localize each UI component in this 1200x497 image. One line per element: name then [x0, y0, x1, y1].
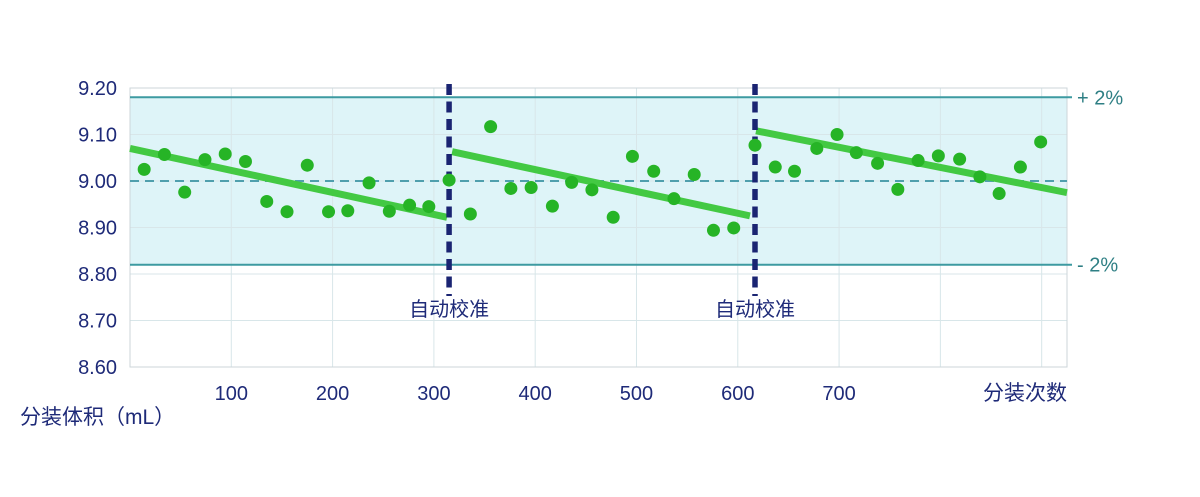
data-point [300, 158, 314, 172]
x-tick-label: 100 [215, 383, 248, 405]
data-point [788, 164, 802, 178]
data-point [849, 146, 863, 160]
data-point [341, 204, 355, 218]
data-point [1034, 135, 1048, 149]
data-point [727, 221, 741, 235]
data-point [830, 128, 844, 141]
data-point [871, 156, 885, 170]
data-point [238, 154, 252, 168]
y-tick-label: 9.20 [78, 78, 117, 100]
trend-line [755, 127, 1068, 197]
data-point [137, 162, 151, 176]
lower-limit-label: - 2% [1077, 255, 1118, 277]
y-tick-label: 8.70 [78, 311, 117, 333]
data-point [422, 200, 436, 214]
data-point [992, 187, 1006, 201]
calibration-label: 自动校准 [409, 298, 489, 321]
data-point [157, 147, 171, 161]
data-point [911, 154, 925, 168]
x-tick-label: 500 [620, 383, 653, 405]
data-point [260, 194, 274, 208]
upper-limit-label: + 2% [1077, 87, 1123, 109]
data-point [218, 147, 232, 161]
data-point [973, 170, 987, 184]
data-point [322, 205, 336, 219]
calibration-label: 自动校准 [715, 298, 795, 321]
data-point [748, 138, 762, 152]
data-point [585, 183, 599, 197]
y-tick-label: 9.00 [78, 171, 117, 193]
data-point [403, 198, 417, 212]
y-axis-title: 分装体积（mL） [20, 406, 175, 429]
data-point [178, 185, 192, 199]
data-point [687, 167, 701, 181]
y-tick-label: 8.60 [78, 357, 117, 379]
data-point [810, 141, 824, 155]
data-point [647, 164, 661, 178]
data-point [625, 149, 639, 163]
trend-line [451, 148, 751, 220]
x-tick-label: 600 [721, 383, 754, 405]
data-point [382, 204, 396, 218]
data-point [891, 182, 905, 196]
data-point [198, 153, 212, 167]
data-point [606, 210, 620, 224]
data-point [484, 120, 498, 134]
x-axis-title: 分装次数 [983, 382, 1067, 405]
data-point [524, 181, 538, 195]
x-tick-label: 200 [316, 383, 349, 405]
data-point [280, 205, 294, 219]
data-point [504, 181, 518, 195]
data-point [1013, 160, 1027, 174]
data-point [706, 223, 720, 237]
data-point [768, 160, 782, 174]
data-point [362, 176, 376, 190]
y-tick-label: 8.90 [78, 218, 117, 240]
data-point [545, 199, 559, 213]
x-tick-label: 700 [822, 383, 855, 405]
y-tick-label: 8.80 [78, 264, 117, 286]
data-point [931, 149, 945, 163]
x-tick-label: 400 [519, 383, 552, 405]
y-tick-label: 9.10 [78, 125, 117, 147]
data-point [565, 175, 579, 189]
plot-border [129, 87, 1068, 368]
data-point [442, 173, 456, 187]
trend-line [129, 145, 448, 221]
data-point [667, 192, 681, 206]
data-point [463, 207, 477, 221]
data-point [953, 152, 967, 166]
x-tick-label: 300 [417, 383, 450, 405]
